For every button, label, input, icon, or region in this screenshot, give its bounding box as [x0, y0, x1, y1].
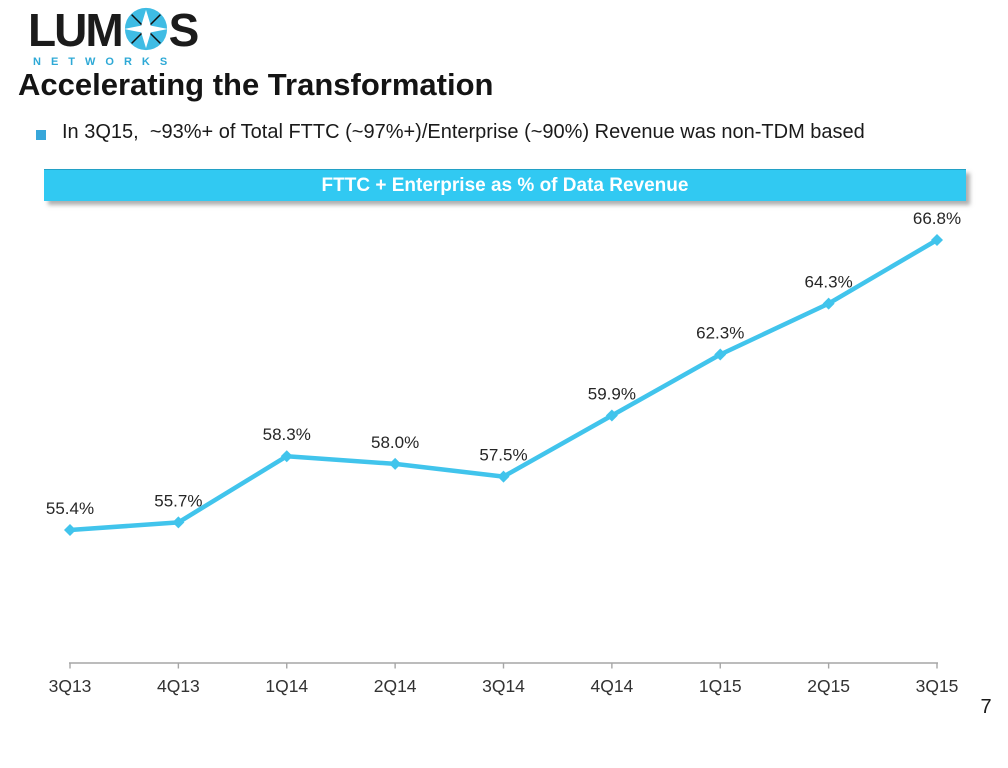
- x-axis-label: 3Q15: [916, 676, 959, 696]
- data-point-marker: [280, 450, 293, 463]
- logo-networks-label: NETWORKS: [33, 56, 178, 68]
- data-point-marker: [822, 297, 835, 310]
- logo-text-s: S: [168, 4, 200, 56]
- data-point-marker: [497, 470, 510, 483]
- lumos-networks-logo: LUM S NETWORKS: [28, 4, 200, 68]
- data-point-label: 62.3%: [696, 323, 744, 342]
- data-point-label: 59.9%: [588, 385, 636, 404]
- data-point-label: 58.0%: [371, 433, 419, 452]
- data-point-marker: [931, 233, 943, 246]
- bullet-item: In 3Q15, ~93%+ of Total FTTC (~97%+)/Ent…: [36, 121, 865, 144]
- data-point-label: 55.4%: [46, 499, 94, 518]
- data-point-label: 64.3%: [805, 273, 853, 292]
- logo-wordmark: LUM S: [28, 4, 200, 56]
- page-number: 7: [980, 696, 992, 718]
- x-axis-label: 2Q15: [807, 676, 850, 696]
- chart-title-text: FTTC + Enterprise as % of Data Revenue: [321, 174, 689, 196]
- data-point-label: 58.3%: [263, 425, 311, 444]
- data-point-label: 66.8%: [913, 209, 961, 228]
- starburst-icon: [123, 7, 168, 51]
- x-axis-label: 3Q14: [482, 676, 525, 696]
- x-axis-label: 1Q14: [265, 676, 308, 696]
- x-axis-label: 3Q13: [49, 676, 92, 696]
- logo-text-lum: LUM: [28, 4, 124, 56]
- data-point-label: 55.7%: [154, 491, 202, 510]
- data-point-marker: [389, 457, 402, 470]
- x-axis-label: 4Q14: [590, 676, 633, 696]
- data-point-marker: [64, 524, 76, 536]
- x-axis-label: 4Q13: [157, 676, 200, 696]
- data-point-marker: [714, 348, 727, 361]
- data-point-label: 57.5%: [479, 446, 527, 465]
- data-point-marker: [605, 409, 618, 422]
- x-axis-label: 1Q15: [699, 676, 742, 696]
- bullet-text: In 3Q15, ~93%+ of Total FTTC (~97%+)/Ent…: [62, 121, 865, 143]
- x-axis-label: 2Q14: [374, 676, 417, 696]
- slide-title: Accelerating the Transformation: [18, 67, 494, 102]
- data-point-marker: [172, 516, 185, 529]
- chart-title-banner: FTTC + Enterprise as % of Data Revenue: [44, 169, 966, 201]
- bullet-square-icon: [36, 130, 46, 140]
